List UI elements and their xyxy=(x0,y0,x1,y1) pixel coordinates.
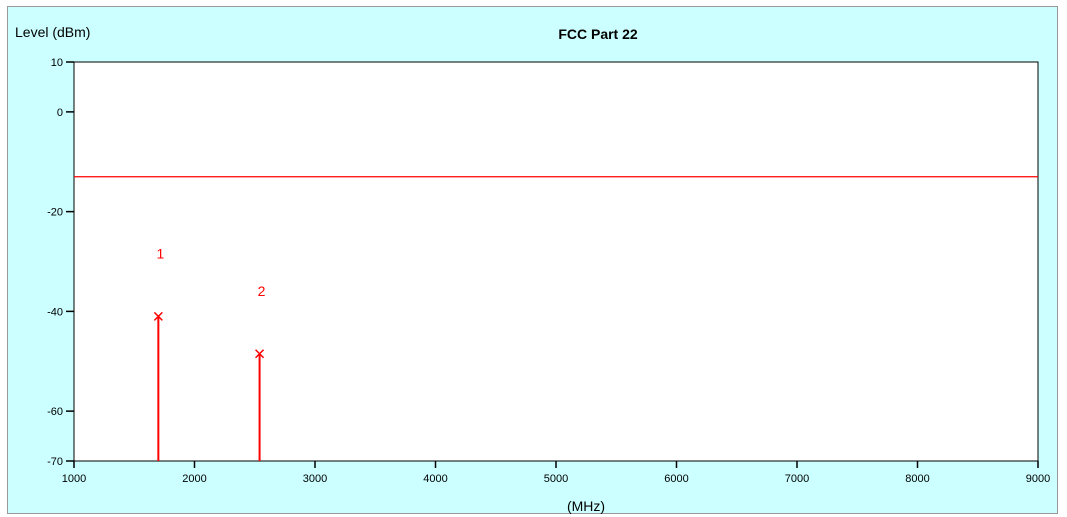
y-axis-label: Level (dBm) xyxy=(15,24,90,40)
marker-1-label: 1 xyxy=(156,245,164,261)
spectrum-chart: Level (dBm) FCC Part 22 100-20-40-60-70 … xyxy=(15,24,1050,514)
x-tick-label: 4000 xyxy=(423,473,447,485)
y-tick-label: -20 xyxy=(47,207,63,219)
signal-markers: 12 xyxy=(153,245,266,461)
x-tick-label: 6000 xyxy=(664,473,688,485)
chart-title: FCC Part 22 xyxy=(558,26,638,42)
y-tick-label: -70 xyxy=(47,456,63,468)
y-tick-label: -40 xyxy=(47,306,63,318)
y-axis-ticks: 10 0 -20 -40 -60 -70 xyxy=(47,57,74,468)
plot-area xyxy=(73,61,1039,462)
chart-frame: Level (dBm) FCC Part 22 10 0 -20 -40 -60 -70 … xyxy=(7,6,1058,514)
x-tick-label: 7000 xyxy=(785,473,809,485)
x-tick-label: 9000 xyxy=(1026,473,1050,485)
marker-1-point xyxy=(153,311,163,321)
x-tick-label: 2000 xyxy=(182,473,206,485)
x-tick-label: 5000 xyxy=(544,473,568,485)
marker-2-label: 2 xyxy=(258,283,266,299)
y-tick-label: -60 xyxy=(47,406,63,418)
x-tick-label: 8000 xyxy=(905,473,929,485)
x-axis-label: (MHz) xyxy=(567,498,605,514)
x-tick-label: 3000 xyxy=(303,473,327,485)
y-tick-label: 0 xyxy=(57,107,63,119)
marker-2-point xyxy=(255,349,265,359)
x-tick-label: 1000 xyxy=(62,473,86,485)
x-axis-ticks: 1000 2000 3000 4000 5000 6000 7000 8000 9000 xyxy=(62,461,1050,485)
y-tick-label: 10 xyxy=(51,57,63,69)
